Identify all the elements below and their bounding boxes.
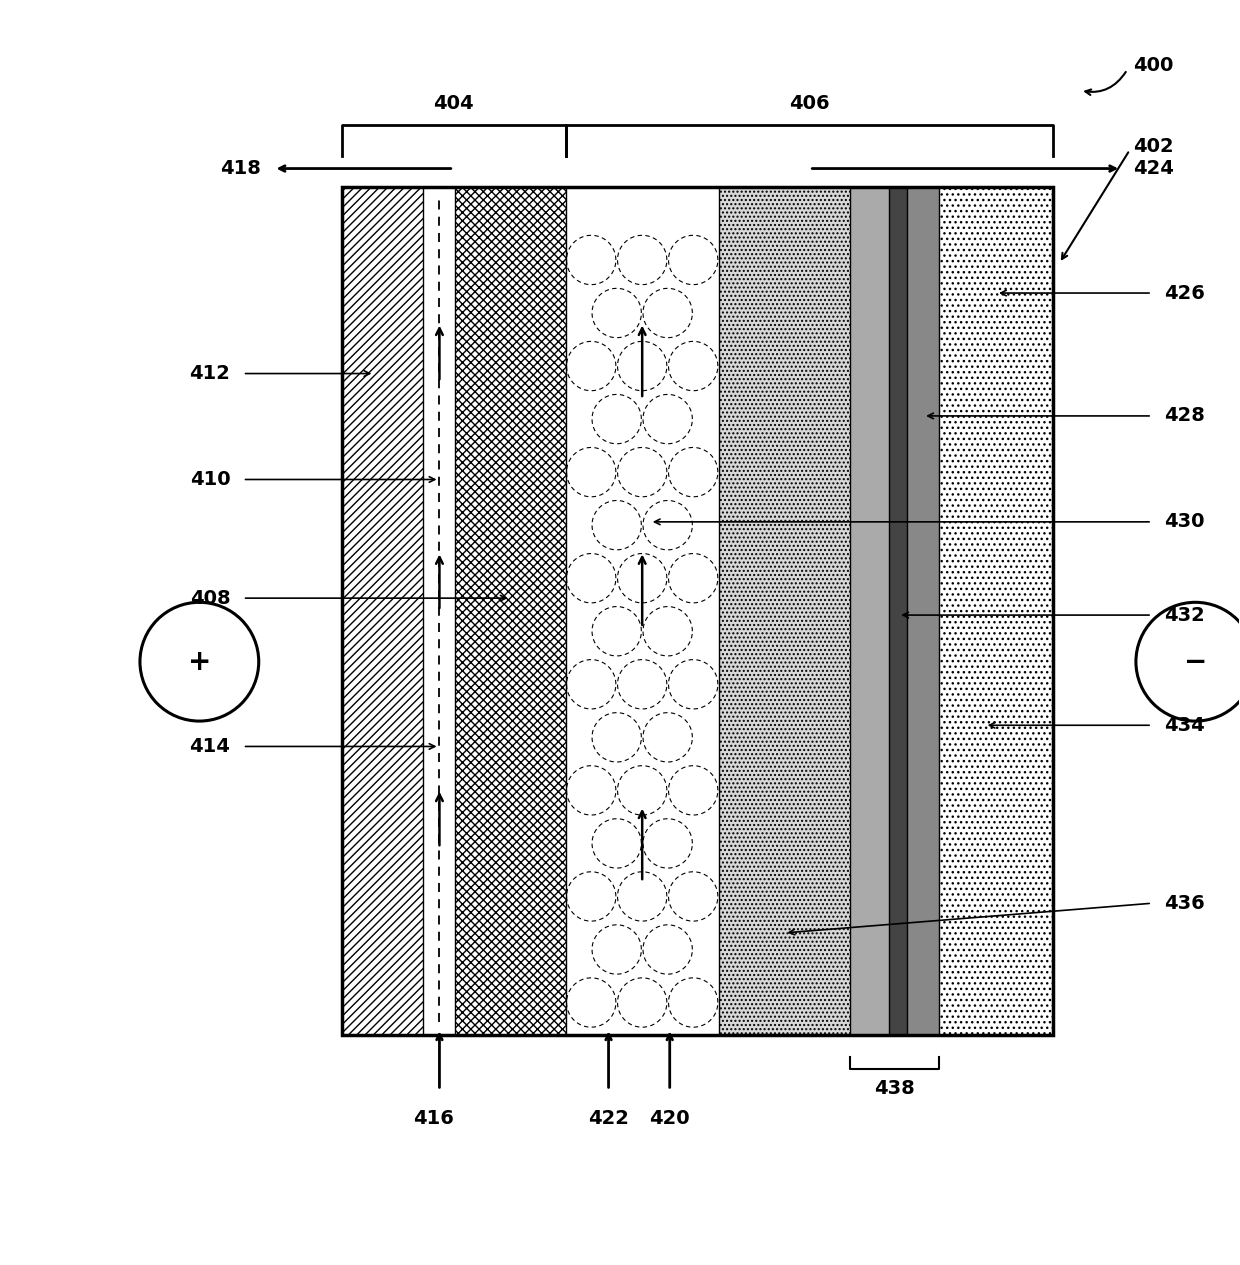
- Bar: [455, 187, 565, 1035]
- Text: −: −: [1184, 648, 1207, 676]
- Text: 422: 422: [588, 1109, 629, 1128]
- Text: 404: 404: [433, 94, 474, 113]
- Text: 436: 436: [1164, 894, 1205, 913]
- Bar: [719, 187, 851, 1035]
- Bar: [342, 187, 423, 1035]
- Text: 418: 418: [221, 159, 262, 178]
- Text: 432: 432: [1164, 606, 1205, 625]
- Text: 434: 434: [1164, 716, 1205, 735]
- Bar: [342, 187, 1053, 1035]
- Bar: [939, 187, 1053, 1035]
- Bar: [565, 187, 719, 1035]
- Text: 416: 416: [413, 1109, 454, 1128]
- Text: 426: 426: [1164, 283, 1205, 302]
- Text: 428: 428: [1164, 406, 1205, 425]
- Text: 402: 402: [1133, 137, 1174, 156]
- Text: 406: 406: [789, 94, 830, 113]
- Bar: [908, 187, 939, 1035]
- Text: 412: 412: [190, 364, 231, 383]
- Bar: [565, 187, 719, 1035]
- Text: 410: 410: [190, 471, 231, 490]
- Bar: [889, 187, 908, 1035]
- Bar: [939, 187, 1053, 1035]
- Text: 424: 424: [1133, 159, 1174, 178]
- Text: 420: 420: [650, 1109, 689, 1128]
- Bar: [423, 187, 455, 1035]
- Text: 400: 400: [1133, 57, 1174, 76]
- Text: 438: 438: [874, 1079, 915, 1098]
- Text: 414: 414: [190, 737, 231, 756]
- Bar: [851, 187, 889, 1035]
- Text: 408: 408: [190, 588, 231, 607]
- Text: 430: 430: [1164, 512, 1205, 531]
- Text: +: +: [187, 648, 211, 676]
